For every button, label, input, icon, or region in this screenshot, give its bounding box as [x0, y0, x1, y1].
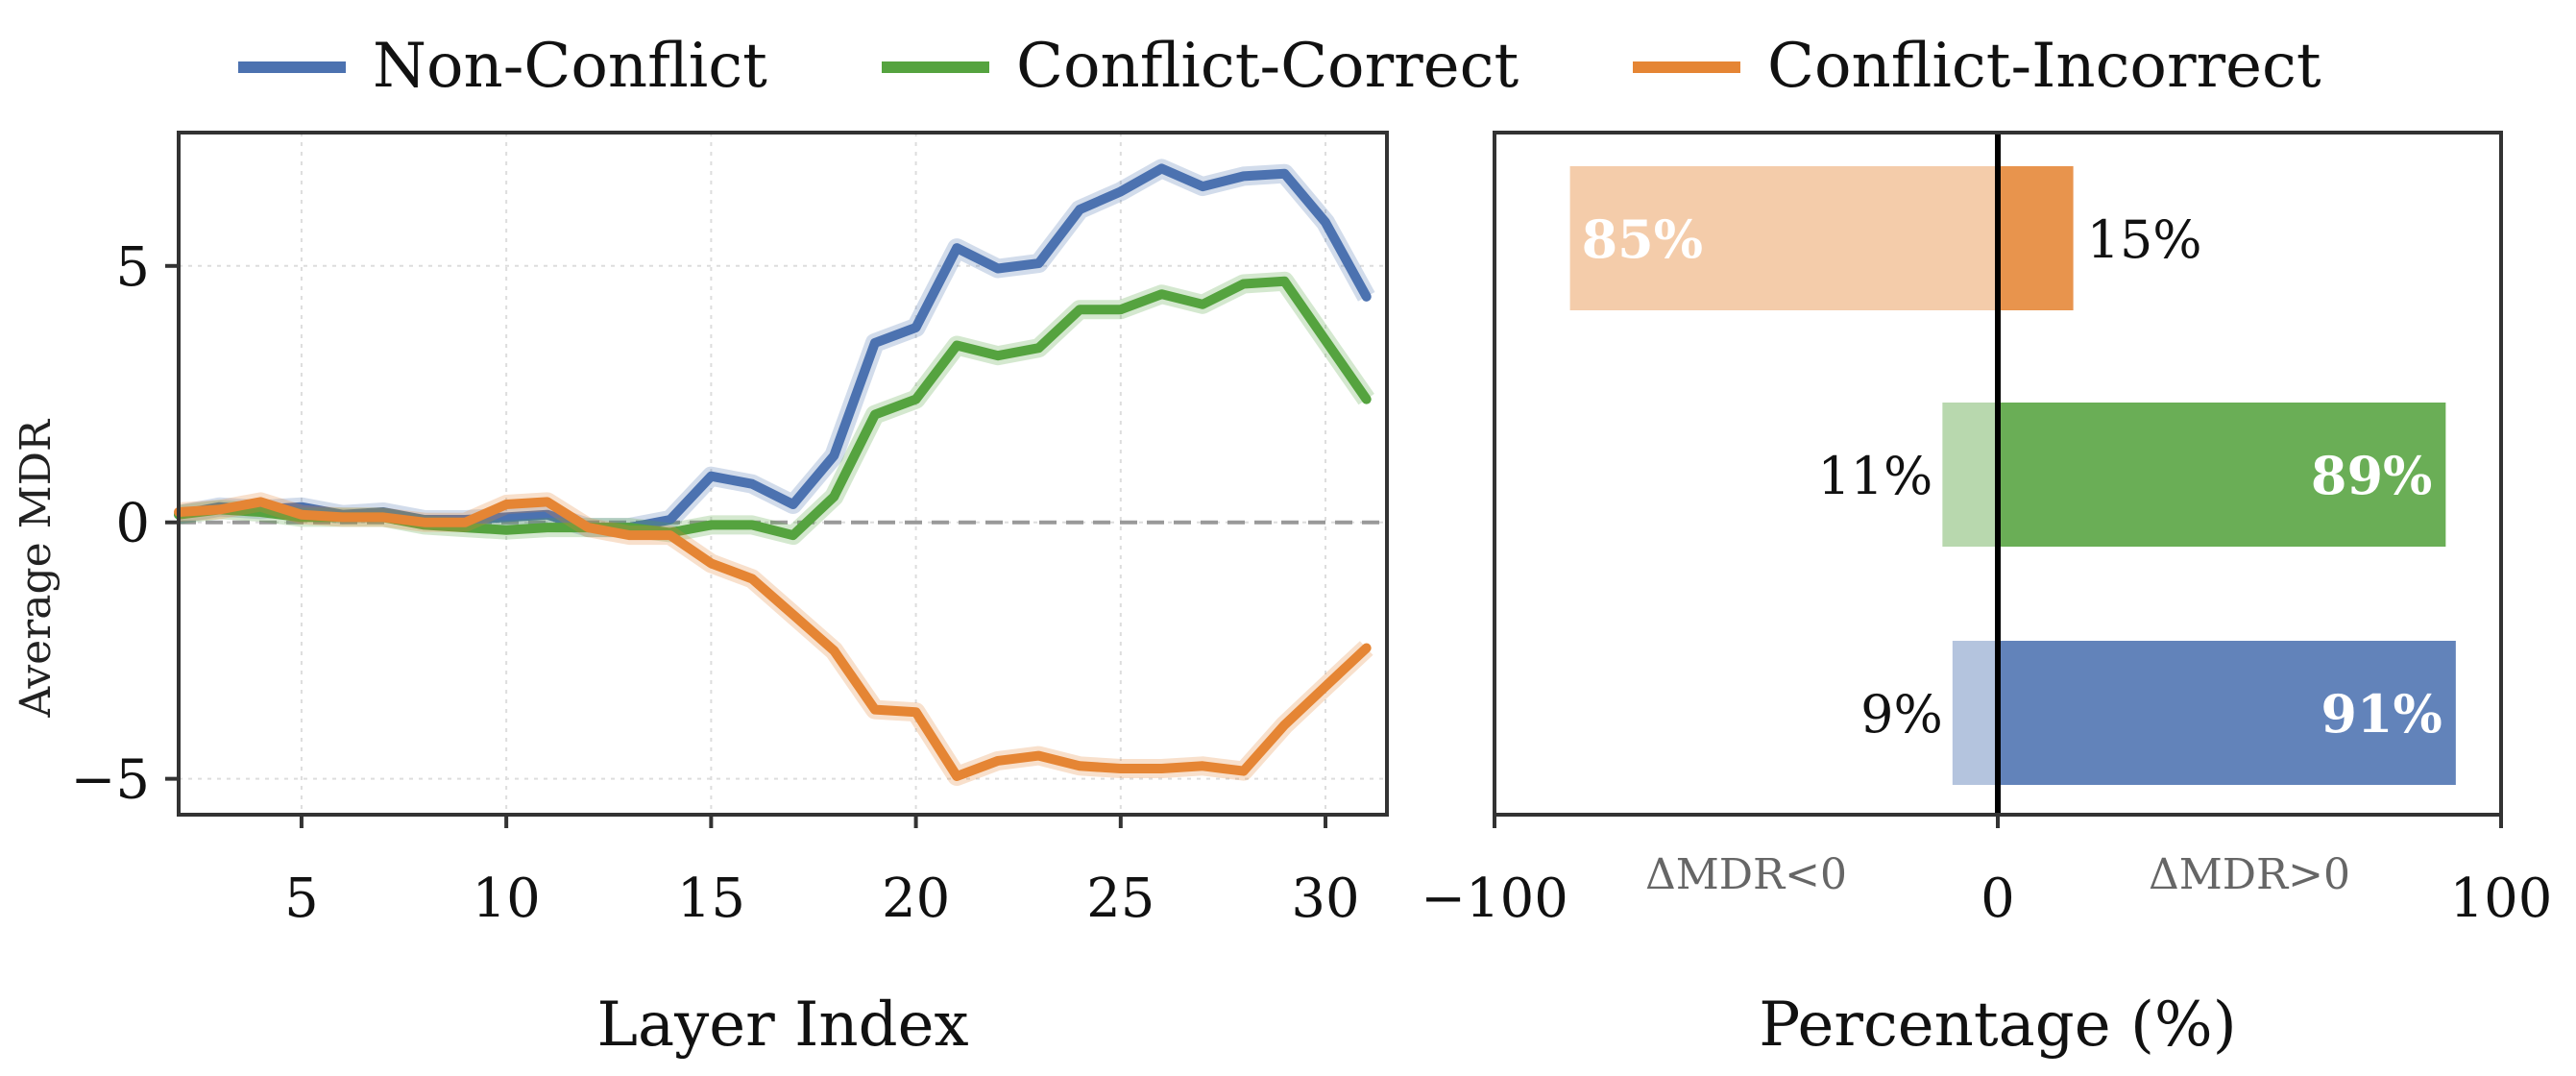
y-tick-label: 5 [115, 236, 150, 299]
bar-negative-label-2: 9% [1860, 684, 1943, 745]
line-chart-panel: 5 10 15 20 25 30 −5 0 5 Layer Index Average MDR [12, 131, 1389, 1061]
x-tick-label: 25 [1086, 868, 1154, 930]
line-series-group [174, 159, 1375, 786]
bar-chart-panel: 85% 15% 11% 89% 9% 91% −100 0 100 ΔMDR<0 ΔMDR>0… [1421, 131, 2552, 1061]
x-tick-label: 5 [284, 868, 319, 930]
legend-label-2: Conflict-Incorrect [1767, 31, 2321, 102]
bar-positive-label-1: 89% [2311, 445, 2432, 506]
x-tick-label: 30 [1291, 868, 1359, 930]
delta-mdr-negative-annotation: ΔMDR<0 [1645, 850, 1847, 899]
bar-positive-label-2: 91% [2321, 683, 2442, 745]
line-chart-frame [177, 131, 1389, 817]
y-tick-label: −5 [70, 749, 150, 812]
bar-positive-2 [1998, 641, 2456, 785]
x-tick-label: 20 [882, 868, 950, 930]
legend-label-0: Non-Conflict [373, 31, 767, 102]
line-chart-ticks: 5 10 15 20 25 30 −5 0 5 [70, 236, 1359, 930]
x-tick-label: 10 [473, 868, 541, 930]
bar-positive-0 [1998, 166, 2074, 310]
line-chart-y-axis-label: Average MDR [12, 418, 61, 719]
bar-positive-1 [1998, 403, 2446, 547]
legend: Non-Conflict Conflict-Correct Conflict-Inc… [238, 31, 2321, 102]
bar-group: 85% 15% 11% 89% 9% 91% [1569, 166, 2456, 785]
bar-x-tick-label: 100 [2450, 868, 2553, 930]
bar-negative-1 [1942, 403, 1998, 547]
bar-negative-0 [1569, 166, 1998, 310]
line-chart-x-axis-label: Layer Index [596, 990, 968, 1061]
line-chart-grid [179, 133, 1387, 815]
bar-negative-2 [1952, 641, 1998, 785]
delta-mdr-positive-annotation: ΔMDR>0 [2149, 850, 2350, 899]
bar-x-tick-label: 0 [1981, 868, 2015, 930]
x-tick-label: 15 [677, 868, 745, 930]
bar-chart-x-axis-label: Percentage (%) [1759, 990, 2236, 1061]
bar-negative-label-0: 85% [1582, 208, 1703, 270]
series-line-0 [174, 163, 1372, 533]
series-line-2 [174, 497, 1372, 781]
series-band-0 [177, 159, 1375, 538]
series-band-2 [178, 492, 1373, 786]
bar-negative-label-1: 11% [1817, 446, 1932, 506]
legend-label-1: Conflict-Correct [1016, 31, 1519, 102]
bar-positive-label-0: 15% [2087, 209, 2202, 270]
bar-chart-ticks: −100 0 100 [1421, 815, 2552, 930]
y-tick-label: 0 [115, 493, 150, 555]
bar-x-tick-label: −100 [1421, 868, 1568, 930]
